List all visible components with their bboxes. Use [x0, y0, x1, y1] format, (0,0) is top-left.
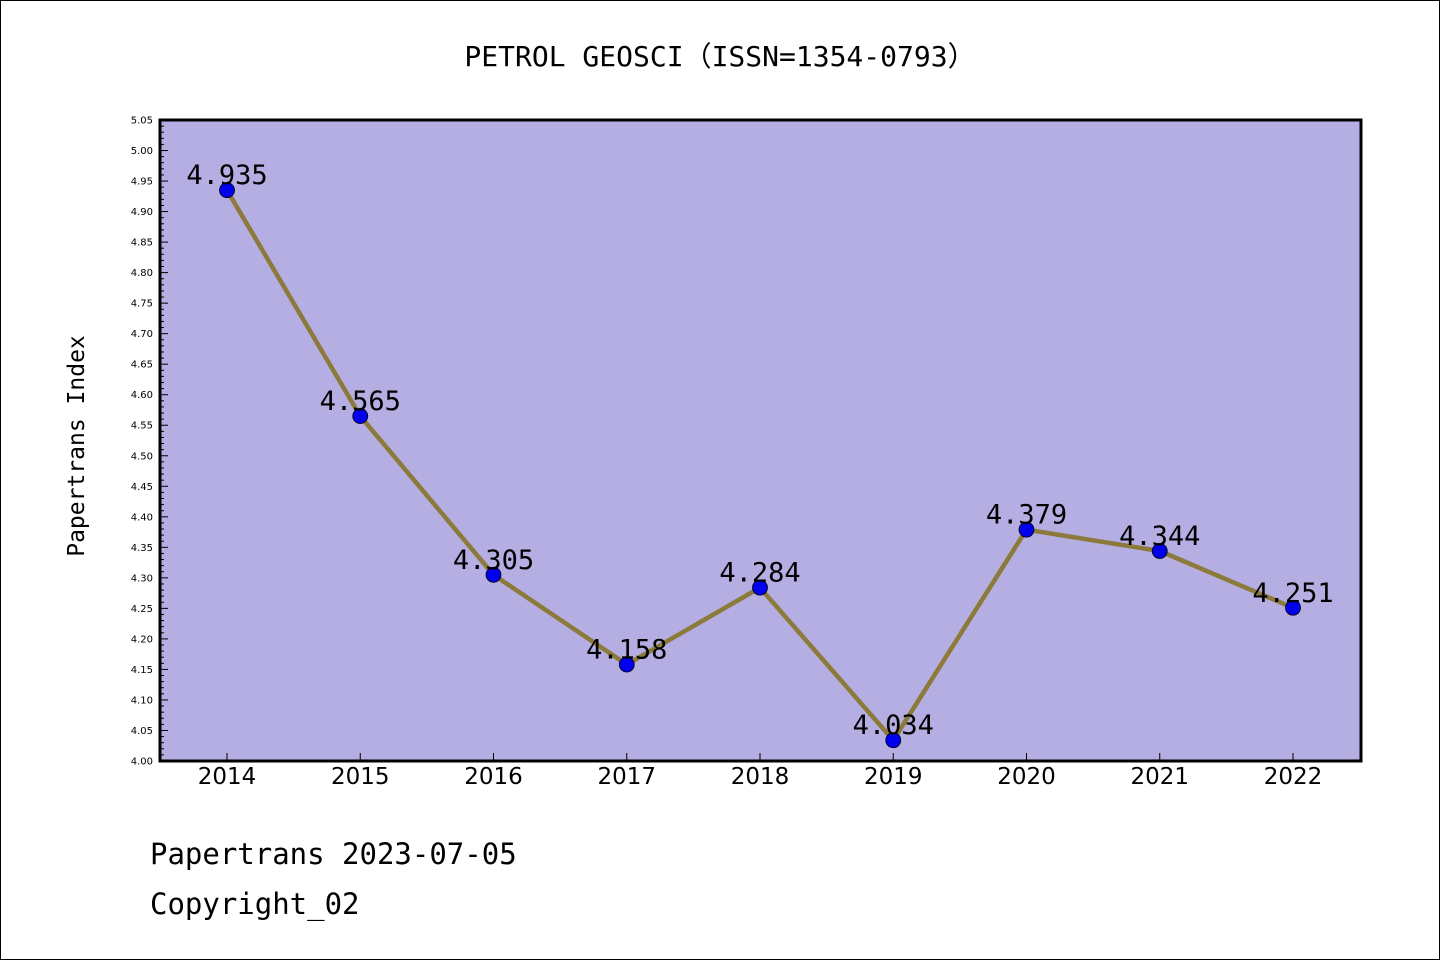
data-point: [885, 732, 902, 749]
y-tick-label: 4.50: [131, 451, 153, 462]
data-label: 4.034: [853, 710, 934, 741]
y-tick-label: 5.05: [131, 116, 153, 127]
y-tick-label: 4.95: [131, 177, 153, 188]
data-label: 4.935: [186, 160, 267, 191]
x-tick-label: 2021: [1130, 764, 1189, 790]
y-tick-label: 4.45: [131, 482, 153, 493]
data-point: [1018, 521, 1035, 538]
y-axis-ticks: 4.00 4.05 4.10 4.15 4.20 4.25 4.30 4.35 4.40 4.45…: [131, 116, 168, 768]
chart-title: PETROL GEOSCI（ISSN=1354-0793）: [464, 40, 975, 73]
y-tick-label: 4.55: [131, 421, 153, 432]
x-tick-label: 2017: [597, 764, 656, 790]
x-tick-label: 2016: [464, 764, 523, 790]
data-label: 4.305: [453, 545, 534, 576]
x-tick-label: 2022: [1264, 764, 1323, 790]
y-tick-label: 4.25: [131, 604, 153, 615]
y-tick-label: 4.05: [131, 726, 153, 737]
data-label: 4.158: [586, 635, 667, 666]
x-axis-ticks: 2014 2015 2016 2017 2018 2019 2020 2021 2022: [198, 753, 1323, 790]
data-point: [752, 579, 768, 596]
x-tick-label: 2015: [331, 764, 390, 790]
data-labels: 4.935 4.565 4.305 4.158 4.284 4.034 4.379 4.344…: [186, 160, 1333, 741]
footer-date: Papertrans 2023-07-05: [150, 837, 517, 871]
data-label: 4.284: [719, 558, 800, 589]
data-point: [1151, 543, 1168, 559]
data-point: [352, 408, 369, 424]
x-tick-label: 2019: [864, 764, 923, 790]
data-point: [618, 656, 635, 673]
y-tick-label: 4.80: [131, 268, 153, 279]
x-tick-label: 2018: [731, 764, 790, 790]
x-tick-label: 2020: [997, 764, 1056, 790]
y-tick-label: 4.75: [131, 299, 153, 310]
plot-area: [158, 118, 1363, 763]
series-group: [219, 182, 1301, 749]
y-axis-label: Papertrans Index: [64, 335, 90, 557]
y-tick-label: 4.90: [131, 207, 153, 218]
footer-copyright: Copyright_02: [150, 887, 360, 922]
y-tick-label: 4.40: [131, 512, 153, 523]
data-label: 4.565: [320, 386, 401, 417]
y-tick-label: 4.65: [131, 360, 153, 371]
y-tick-label: 4.85: [131, 238, 153, 249]
y-tick-label: 4.30: [131, 573, 153, 584]
y-tick-label: 4.00: [131, 757, 153, 768]
y-tick-label: 4.60: [131, 390, 153, 401]
data-point: [1285, 599, 1301, 616]
data-label: 4.344: [1119, 521, 1200, 552]
data-point: [219, 182, 235, 199]
y-tick-label: 4.70: [131, 329, 153, 340]
data-label: 4.379: [986, 500, 1067, 531]
y-tick-label: 4.15: [131, 665, 153, 676]
y-tick-label: 4.20: [131, 634, 153, 645]
y-tick-label: 4.10: [131, 695, 153, 706]
data-point: [485, 566, 502, 583]
data-label: 4.251: [1252, 578, 1333, 609]
x-tick-label: 2014: [198, 764, 257, 790]
y-tick-label: 4.35: [131, 543, 153, 554]
y-tick-label: 5.00: [131, 146, 153, 157]
